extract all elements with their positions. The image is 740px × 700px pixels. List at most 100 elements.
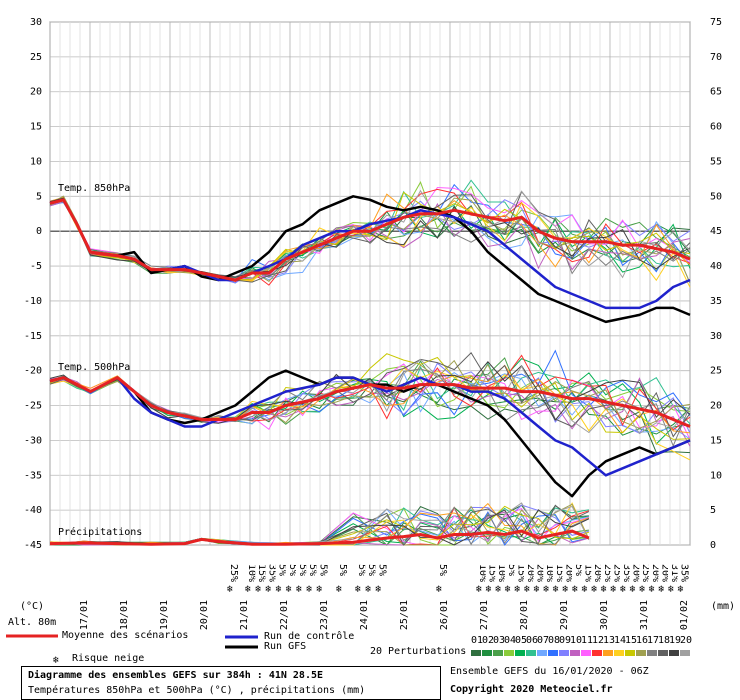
snow-label-bg [658, 562, 668, 586]
snow-label-bg [552, 562, 562, 586]
right-tick-label: 30 [710, 331, 722, 342]
left-tick-label: -5 [30, 261, 42, 272]
perturbation-line [49, 199, 691, 278]
snowflake-icon: ❄ [639, 584, 646, 595]
snowflake-icon: ❄ [436, 584, 443, 595]
perturbation-line [49, 351, 691, 438]
snowflake-icon: ❄ [505, 584, 512, 595]
legend-gfs-label: Run GFS [264, 641, 307, 652]
snow-risk-item: 5% ❄ [436, 562, 448, 595]
right-tick-label: 15 [710, 435, 722, 446]
right-tick-label: 60 [710, 122, 722, 133]
perturbation-line [49, 359, 691, 435]
snowflake-icon: ❄ [365, 584, 372, 595]
snow-label-bg [316, 562, 326, 586]
perturbation-number: 11 [581, 635, 593, 646]
snow-label-bg [265, 562, 275, 586]
perturbation-number: 20 [680, 635, 692, 646]
snow-risk-item: 5% ❄ [336, 562, 348, 595]
snowflake-icon: ❄ [245, 584, 252, 595]
x-tick-label: 31/01 [639, 600, 650, 630]
perturbation-swatch [482, 650, 492, 656]
snow-risk-item: 15% ❄ [552, 562, 565, 595]
snow-label-bg [476, 562, 485, 586]
perturbation-number: 12 [592, 635, 604, 646]
snow-risk-item: 35% ❄ [677, 562, 690, 595]
snowflake-icon: ❄ [227, 584, 234, 595]
perturbation-number: 14 [614, 635, 626, 646]
ensemble-info: Ensemble GEFS du 16/01/2020 - 06Z [450, 666, 649, 677]
left-tick-label: 15 [30, 122, 42, 133]
perturbation-swatch [614, 650, 624, 656]
perturbation-swatch [680, 650, 690, 656]
left-tick-label: 20 [30, 87, 42, 98]
right-tick-label: 35 [710, 296, 722, 307]
snow-label-bg [572, 562, 581, 586]
snow-label-bg [275, 562, 285, 586]
perturbation-number: 16 [636, 635, 648, 646]
perturbation-swatch [471, 650, 481, 656]
perturbation-number: 19 [669, 635, 681, 646]
perturbation-number: 01 [471, 635, 483, 646]
left-tick-label: -10 [24, 296, 42, 307]
perturbation-swatch [603, 650, 613, 656]
right-tick-label: 45 [710, 226, 722, 237]
left-tick-label: -40 [24, 505, 42, 516]
snow-risk-item: 20% ❄ [533, 562, 546, 595]
right-tick-label: 55 [710, 156, 722, 167]
copyright: Copyright 2020 Meteociel.fr [450, 684, 613, 695]
snow-label-bg [543, 562, 553, 586]
left-tick-label: -30 [24, 435, 42, 446]
x-tick-label: 29/01 [559, 600, 570, 630]
perturbation-number: 18 [658, 635, 670, 646]
perturbation-swatch [581, 650, 591, 656]
snow-label-bg [436, 562, 445, 586]
snow-label-bg [495, 562, 505, 586]
x-tick-label: 22/01 [279, 600, 290, 630]
snow-risk-label: 20% [659, 564, 670, 582]
snow-label-bg [639, 562, 649, 586]
perturbation-number: 05 [515, 635, 527, 646]
snow-risk-item: 5% ❄ [306, 562, 318, 595]
right-tick-label: 50 [710, 191, 722, 202]
snow-risk-item: 35% ❄ [265, 562, 277, 595]
right-tick-label: 20 [710, 401, 722, 412]
series-t850-2 [49, 195, 691, 324]
perturbation-swatch [592, 650, 602, 656]
snow-risk-label: 5% [317, 564, 328, 576]
snow-label-bg [255, 562, 265, 586]
snow-label-bg [629, 562, 639, 586]
snow-risk-item: 5% ❄ [365, 562, 377, 595]
x-tick-label: 17/01 [79, 600, 90, 630]
snow-risk-label: 5% [437, 564, 448, 576]
snowflake-icon: ❄ [572, 584, 579, 595]
snowflake-icon: ❄ [375, 584, 382, 595]
snow-risk-item: 5% ❄ [316, 562, 328, 595]
snowflake-icon: ❄ [649, 584, 656, 595]
x-tick-label: 30/01 [599, 600, 610, 630]
snow-risk-item: 5% ❄ [355, 562, 367, 595]
perturbation-swatch [647, 650, 657, 656]
x-tick-label: 21/01 [239, 600, 250, 630]
snow-risk-label: 35% [679, 564, 690, 582]
perturbation-number: 10 [570, 635, 582, 646]
perturbation-number: 03 [493, 635, 505, 646]
snow-label-bg [365, 562, 375, 586]
snow-label-bg [562, 562, 572, 586]
x-tick-label: 27/01 [479, 600, 490, 630]
snow-risk-label: 35% [621, 564, 632, 582]
snow-label-bg [620, 562, 629, 586]
footer-subtitle: Températures 850hPa et 500hPa (°C) , pré… [28, 685, 366, 696]
right-tick-label: 10 [710, 470, 722, 481]
perturbation-swatch [559, 650, 569, 656]
legend-snow-label: Risque neige [72, 653, 145, 664]
legend-mean-label: Moyenne des scénarios [62, 630, 189, 641]
snow-label-bg [306, 562, 316, 586]
snow-risk-label: 25% [611, 564, 622, 582]
altitude: Alt. 80m [8, 617, 56, 628]
snowflake-icon: ❄ [336, 584, 343, 595]
snow-risk-label: 20% [563, 564, 574, 582]
snowflake-icon: ❄ [658, 584, 665, 595]
label-t850: Temp. 850hPa [58, 183, 130, 194]
